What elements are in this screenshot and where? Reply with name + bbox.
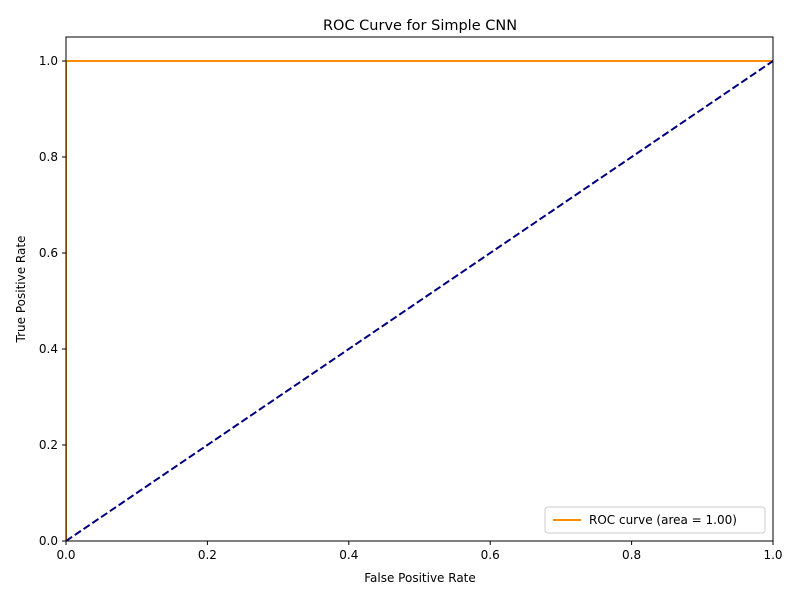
x-tick-label: 0.2 (198, 548, 217, 562)
y-tick-label: 0.4 (39, 342, 58, 356)
chart-title: ROC Curve for Simple CNN (323, 18, 517, 34)
axis-ticks: 0.0 0.2 0.4 0.6 0.8 1.0 0.0 0.2 0.4 0.6 0.8 1.0 (39, 54, 783, 562)
series-line-1 (66, 60, 773, 541)
x-tick-label: 1.0 (763, 548, 782, 562)
y-tick-label: 0.8 (39, 150, 58, 164)
x-tick-label: 0.4 (339, 548, 358, 562)
y-tick-label: 0.0 (39, 534, 58, 548)
legend-box (544, 506, 766, 534)
legend: ROC curve (area = 1.00) (544, 506, 766, 534)
y-tick-label: 0.2 (39, 438, 58, 452)
y-tick-label: 0.6 (39, 246, 58, 260)
x-tick-label: 0.6 (481, 548, 500, 562)
plot-area (66, 60, 773, 541)
axes-frame (65, 36, 774, 542)
x-tick-label: 0.8 (622, 548, 641, 562)
x-axis-label: False Positive Rate (364, 571, 476, 585)
x-tick-label: 0.0 (56, 548, 75, 562)
series-line-0 (66, 60, 773, 541)
y-axis-label: True Positive Rate (14, 236, 28, 344)
legend-entry-label: ROC curve (area = 1.00) (589, 513, 737, 527)
y-tick-label: 1.0 (39, 54, 58, 68)
